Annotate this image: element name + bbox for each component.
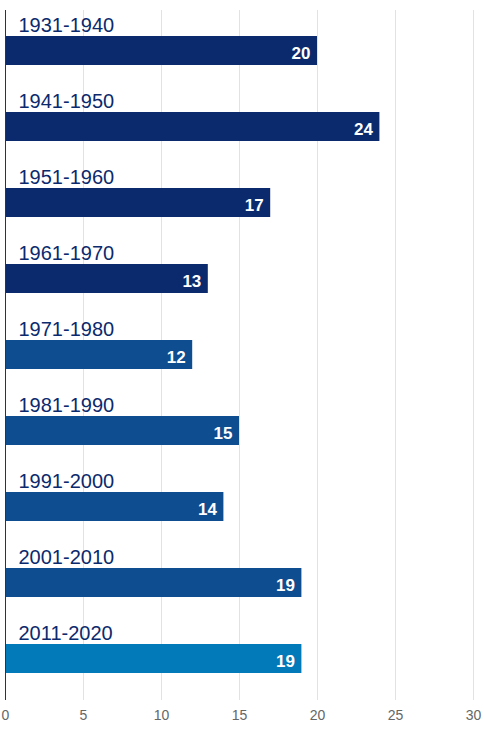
svg-text:17: 17	[245, 196, 264, 215]
svg-text:1981-1990: 1981-1990	[19, 394, 115, 416]
svg-text:15: 15	[214, 424, 233, 443]
svg-text:20: 20	[292, 44, 311, 63]
svg-text:19: 19	[276, 652, 295, 671]
svg-text:19: 19	[276, 576, 295, 595]
svg-text:13: 13	[182, 272, 201, 291]
svg-text:2011-2020: 2011-2020	[19, 622, 113, 644]
svg-text:1931-1940: 1931-1940	[19, 14, 115, 36]
svg-text:25: 25	[388, 707, 404, 723]
svg-text:24: 24	[354, 120, 373, 139]
svg-text:10: 10	[154, 707, 170, 723]
svg-text:30: 30	[466, 707, 482, 723]
svg-text:0: 0	[2, 707, 10, 723]
svg-text:1941-1950: 1941-1950	[19, 90, 115, 112]
svg-text:1961-1970: 1961-1970	[19, 242, 115, 264]
svg-text:1951-1960: 1951-1960	[19, 166, 115, 188]
svg-text:20: 20	[310, 707, 326, 723]
svg-text:14: 14	[198, 500, 217, 519]
svg-text:12: 12	[167, 348, 186, 367]
svg-text:1991-2000: 1991-2000	[19, 470, 115, 492]
svg-text:2001-2010: 2001-2010	[19, 546, 115, 568]
svg-text:5: 5	[80, 707, 88, 723]
svg-text:1971-1980: 1971-1980	[19, 318, 115, 340]
svg-text:15: 15	[232, 707, 248, 723]
